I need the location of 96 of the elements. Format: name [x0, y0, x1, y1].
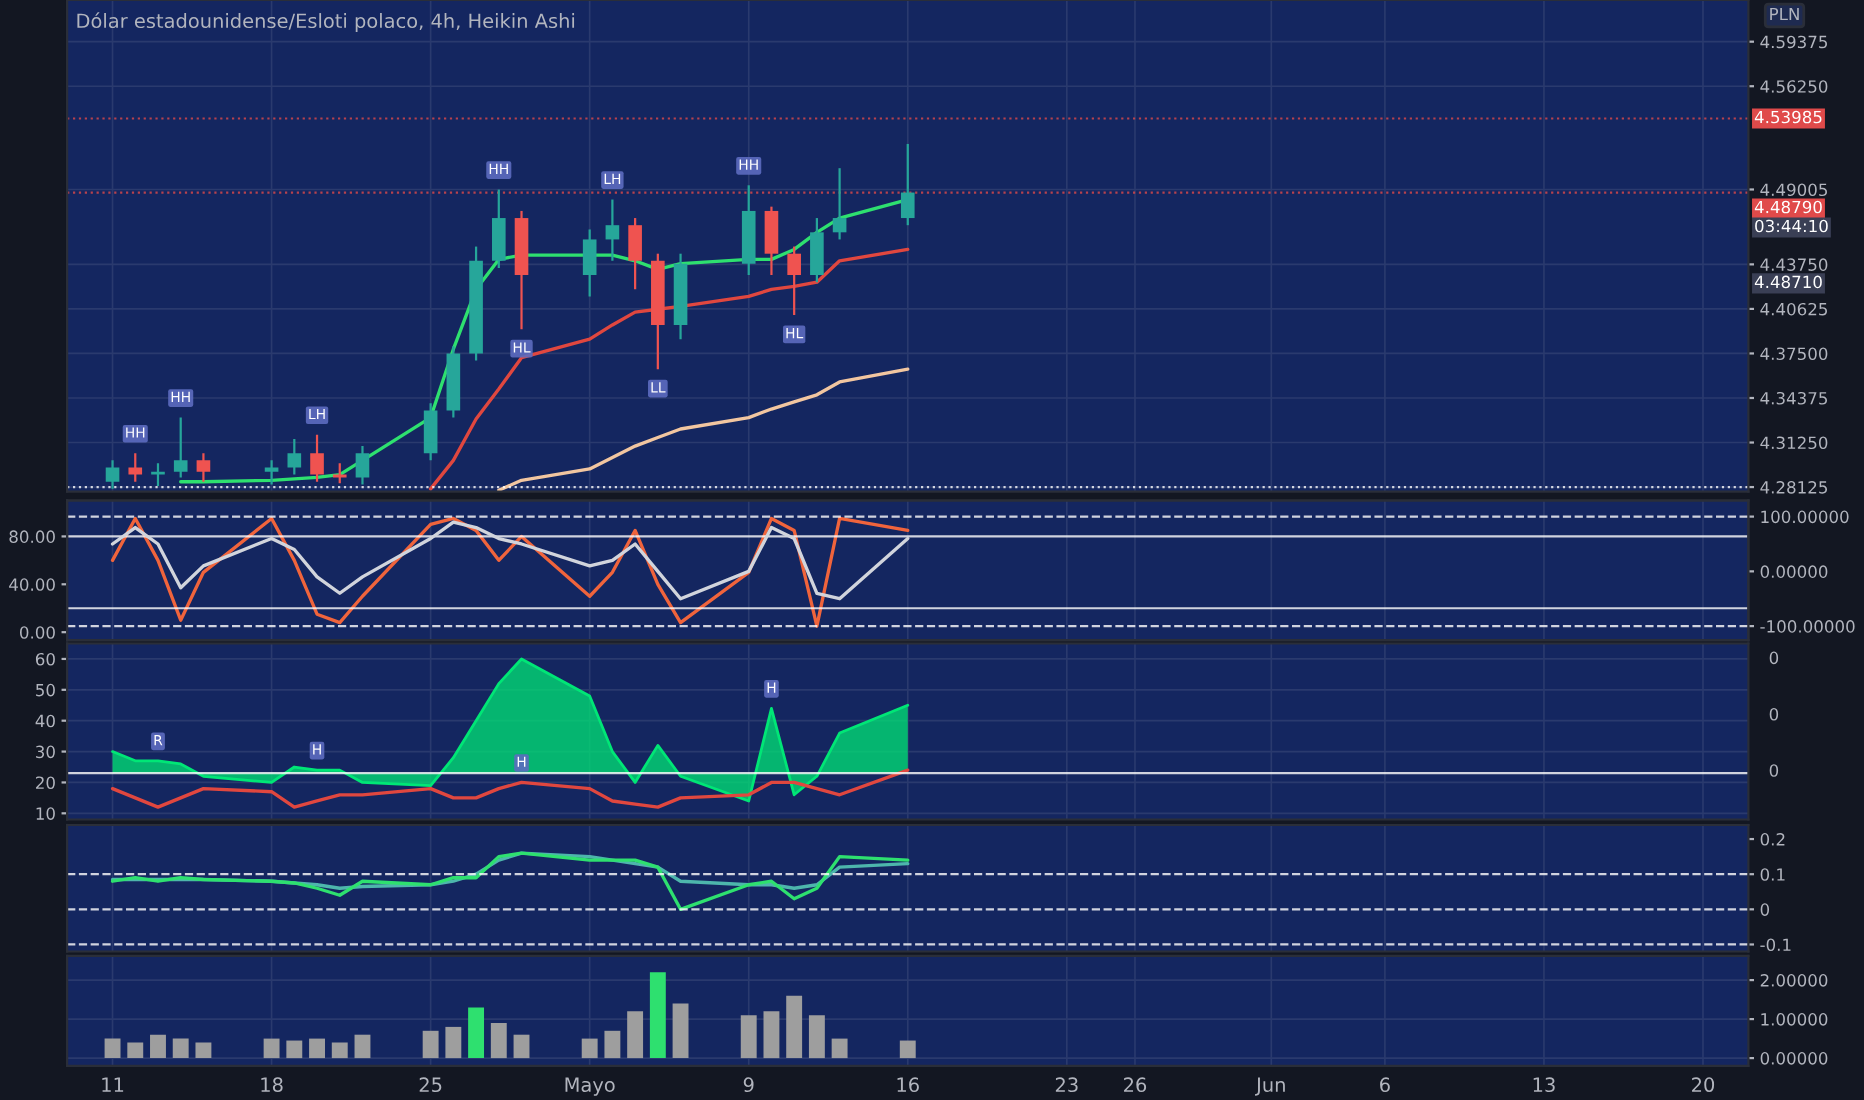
bar [581, 1038, 598, 1059]
y2-tick-label: 100.00000 [1761, 510, 1849, 524]
x-tick-label: 6 [1380, 1077, 1390, 1093]
y-tick-label: 4.37500 [1760, 347, 1828, 361]
candlestick [900, 142, 915, 227]
x-tick-label: 11 [102, 1077, 124, 1092]
bar [172, 1038, 189, 1059]
y-tick-label: 4.49005 [1760, 183, 1828, 197]
bar [331, 1042, 348, 1059]
candlestick [287, 437, 302, 476]
y-tick-label: 1.00000 [1761, 1013, 1828, 1026]
ref-line-label: 4.53985 [1754, 110, 1822, 124]
x-tick-label: 16 [897, 1077, 919, 1093]
candlestick [151, 462, 165, 488]
y-tick-label: 0.1 [1760, 868, 1785, 881]
bar [627, 1011, 644, 1059]
y-tick-label: 40 [35, 714, 55, 728]
line-series [110, 520, 910, 601]
bar [422, 1030, 439, 1059]
candlestick [423, 402, 438, 462]
candlestick [310, 433, 324, 483]
y-tick-label: 4.56250 [1760, 80, 1828, 93]
candlestick [105, 459, 120, 490]
line-series [110, 768, 910, 809]
bar [604, 1030, 621, 1059]
candlestick [355, 444, 370, 486]
bar [309, 1038, 325, 1059]
y2-tick-label: -100.00000 [1760, 620, 1855, 633]
x-tick-label: 26 [1124, 1077, 1147, 1093]
bar [740, 1015, 757, 1059]
y-tick-label: 4.31250 [1760, 436, 1828, 450]
y-tick-label: 4.59375 [1760, 35, 1828, 49]
y-tick-label: 20 [36, 776, 55, 790]
bar [127, 1042, 144, 1059]
bar [104, 1038, 121, 1059]
y-tick-label: 4.40625 [1760, 302, 1828, 316]
x-tick-label: 9 [743, 1077, 754, 1093]
x-tick-label: 23 [1055, 1077, 1078, 1093]
y-tick-label: 0.00000 [1760, 1052, 1828, 1065]
x-tick-label: 25 [419, 1077, 442, 1093]
y-tick-label: 4.43750 [1760, 258, 1828, 271]
bar [286, 1040, 303, 1059]
candlestick [764, 205, 779, 277]
candlestick [832, 167, 847, 241]
bar [672, 1003, 689, 1059]
bar [354, 1034, 371, 1059]
y-tick-label: 4.28125 [1760, 481, 1828, 494]
line-series [110, 851, 910, 911]
ref-line-label: 4.48790 [1754, 200, 1822, 214]
y-tick-label: 80.00 [9, 530, 55, 543]
text: Dólar estadounidense/Esloti polaco, 4h, Heikin Ashi [77, 12, 575, 32]
candlestick [491, 188, 506, 270]
y-tick-label: 0.2 [1760, 833, 1785, 846]
x-tick-label: Mayo [565, 1077, 615, 1096]
bar [490, 1022, 507, 1059]
candlestick [582, 228, 597, 298]
y-axis-title: PLN [1770, 7, 1799, 21]
bar [763, 1011, 780, 1059]
bar [899, 1040, 916, 1059]
candlestick [628, 216, 642, 291]
y-tick-label: 0.00 [19, 626, 55, 639]
line-series [110, 516, 910, 628]
bar [513, 1034, 530, 1059]
y-tick-label: 10 [36, 807, 55, 820]
candlestick [173, 416, 188, 479]
bar [150, 1034, 166, 1059]
candlestick [196, 452, 211, 483]
y-tick-label: 40.00 [9, 578, 55, 591]
x-tick-label: 13 [1533, 1077, 1555, 1093]
candlestick [128, 452, 143, 483]
y-tick-label: -0.1 [1760, 938, 1791, 952]
bar [445, 1026, 462, 1059]
bar [649, 972, 666, 1059]
y-tick-label: 30 [36, 745, 55, 759]
candlestick [605, 198, 620, 262]
line-series [428, 247, 910, 491]
line-series [497, 367, 910, 492]
y-tick-label: 50 [36, 683, 55, 697]
bar [786, 995, 803, 1059]
y-tick-label: 0 [1760, 903, 1770, 916]
y-tick-label: 2.00000 [1760, 974, 1828, 987]
y-tick-label: 60 [35, 652, 55, 666]
x-tick-label: Jun [1255, 1077, 1285, 1096]
bar [195, 1042, 212, 1059]
bar [263, 1038, 280, 1059]
candlestick [787, 245, 801, 317]
bar [808, 1015, 825, 1059]
candlestick [264, 459, 279, 486]
text: 03:44:10 [1755, 219, 1828, 233]
bar [468, 1007, 485, 1059]
x-tick-label: 20 [1692, 1077, 1715, 1093]
text: 4.48710 [1754, 275, 1822, 289]
y-tick-label: 4.34375 [1760, 391, 1828, 405]
bar [831, 1038, 848, 1059]
x-tick-label: 18 [261, 1077, 283, 1093]
candlestick [810, 216, 824, 284]
